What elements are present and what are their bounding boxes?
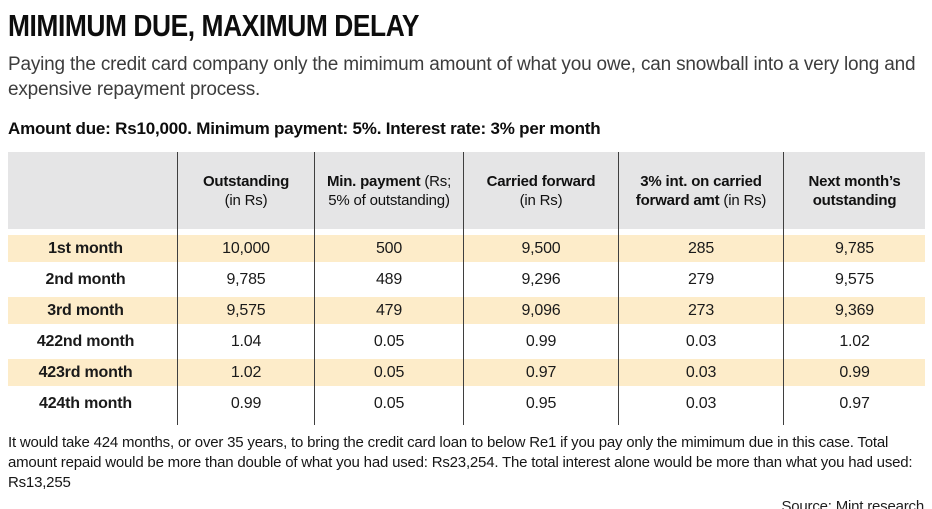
page-title: MIMIMUM DUE, MAXIMUM DELAY [8,8,420,43]
header-text: Outstanding [202,172,290,190]
table-header-row: Outstanding (in Rs) Min. payment (Rs; 5%… [8,152,925,233]
cell-carried-forward: 9,500 [463,233,618,264]
cell-outstanding: 1.02 [177,357,314,388]
repayment-table: Outstanding (in Rs) Min. payment (Rs; 5%… [8,152,925,425]
cell-next-outstanding: 1.02 [783,326,925,357]
cell-outstanding: 9,575 [177,295,314,326]
table-row: 423rd month 1.02 0.05 0.97 0.03 0.99 [8,357,925,388]
cell-carried-forward: 9,096 [463,295,618,326]
table-row: 424th month 0.99 0.05 0.95 0.03 0.97 [8,388,925,419]
row-label: 422nd month [8,326,177,357]
row-label: 423rd month [8,357,177,388]
cell-outstanding: 9,785 [177,264,314,295]
header-text: 3% int. on carried [640,172,762,190]
cell-min-payment: 0.05 [314,357,463,388]
header-text: Next month’s [808,172,901,190]
source-credit: Source: Mint research [781,498,924,509]
header-empty [8,152,177,233]
header-min-payment: Min. payment (Rs; 5% of outstanding) [314,152,463,233]
cell-next-outstanding: 0.99 [783,357,925,388]
cell-outstanding: 1.04 [177,326,314,357]
cell-min-payment: 489 [314,264,463,295]
cell-next-outstanding: 9,369 [783,295,925,326]
header-text: Min. payment [326,172,421,190]
header-outstanding: Outstanding (in Rs) [177,152,314,233]
header-text: Carried forward [486,172,596,190]
table-row: 1st month 10,000 500 9,500 285 9,785 [8,233,925,264]
table-row: 2nd month 9,785 489 9,296 279 9,575 [8,264,925,295]
divider-tail-row [8,419,925,425]
header-carried-forward: Carried forward (in Rs) [463,152,618,233]
header-next-month: Next month’s outstanding [783,152,925,233]
cell-min-payment: 0.05 [314,326,463,357]
header-text: forward amt [635,191,720,209]
cell-interest: 285 [618,233,783,264]
cell-carried-forward: 9,296 [463,264,618,295]
row-label: 2nd month [8,264,177,295]
cell-next-outstanding: 0.97 [783,388,925,419]
footnote: It would take 424 months, or over 35 yea… [8,434,913,491]
header-interest: 3% int. on carried forward amt (in Rs) [618,152,783,233]
cell-carried-forward: 0.95 [463,388,618,419]
table-row: 422nd month 1.04 0.05 0.99 0.03 1.02 [8,326,925,357]
cell-carried-forward: 0.99 [463,326,618,357]
header-subtext: (in Rs) [519,191,563,209]
header-subtext: (Rs; [424,172,452,190]
header-subtext: (in Rs) [723,191,767,209]
cell-min-payment: 0.05 [314,388,463,419]
cell-interest: 0.03 [618,357,783,388]
cell-interest: 279 [618,264,783,295]
row-label: 3rd month [8,295,177,326]
cell-outstanding: 10,000 [177,233,314,264]
header-subtext: (in Rs) [224,191,268,209]
header-subtext: 5% of outstanding) [328,191,450,209]
cell-outstanding: 0.99 [177,388,314,419]
cell-interest: 273 [618,295,783,326]
page-subtitle: Paying the credit card company only the … [8,54,916,100]
cell-min-payment: 479 [314,295,463,326]
cell-next-outstanding: 9,575 [783,264,925,295]
cell-min-payment: 500 [314,233,463,264]
row-label: 424th month [8,388,177,419]
cell-interest: 0.03 [618,388,783,419]
row-label: 1st month [8,233,177,264]
cell-carried-forward: 0.97 [463,357,618,388]
cell-next-outstanding: 9,785 [783,233,925,264]
header-text: outstanding [812,191,897,209]
cell-interest: 0.03 [618,326,783,357]
assumptions-line: Amount due: Rs10,000. Minimum payment: 5… [8,119,601,138]
table-row: 3rd month 9,575 479 9,096 273 9,369 [8,295,925,326]
